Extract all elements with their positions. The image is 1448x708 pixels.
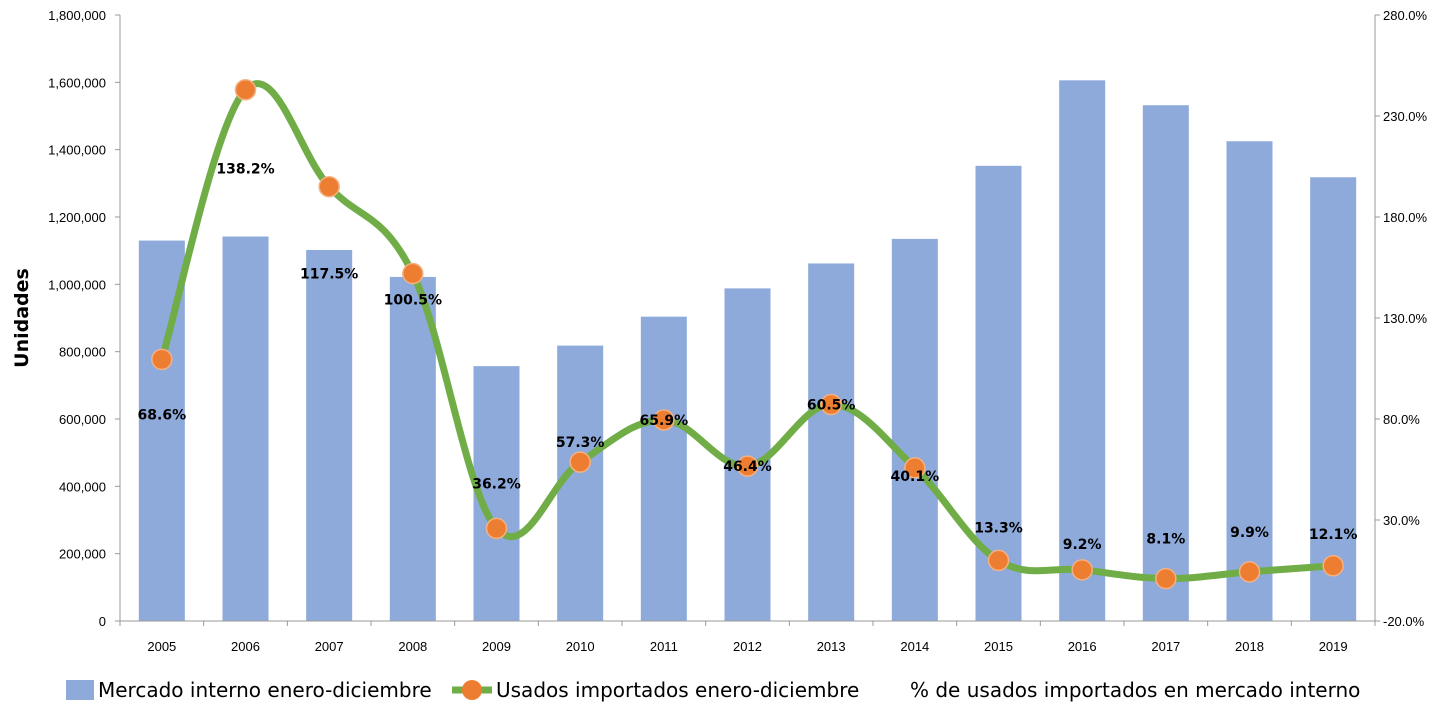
marker-2012 — [736, 455, 759, 477]
x-tick-label: 2015 — [984, 639, 1013, 654]
data-label-2008: 100.5% — [384, 293, 442, 309]
data-label-2006: 138.2% — [216, 162, 274, 178]
legend-swatch-marker — [462, 680, 482, 700]
data-label-2005: 68.6% — [138, 407, 187, 423]
marker-2010 — [569, 451, 591, 473]
data-label-2014: 40.1% — [891, 469, 940, 485]
bar-2011 — [640, 316, 687, 621]
y-axis-title: Unidades — [11, 268, 33, 368]
data-label-2017: 8.1% — [1146, 532, 1185, 548]
bar-2013 — [808, 263, 855, 621]
data-label-2018: 9.9% — [1230, 525, 1269, 541]
marker-2008 — [402, 262, 424, 285]
y-tick-label: 200,000 — [59, 547, 106, 562]
y-tick-label: 1,000,000 — [48, 277, 106, 292]
x-tick-label: 2019 — [1319, 639, 1348, 654]
marker-2007 — [318, 175, 340, 198]
marker-2016 — [1071, 559, 1093, 581]
marker-2014 — [904, 457, 926, 479]
bar-2017 — [1142, 105, 1189, 621]
x-tick-label: 2006 — [231, 639, 260, 654]
bar-2007 — [306, 249, 353, 621]
bar-2012 — [724, 288, 771, 621]
x-tick-label: 2010 — [566, 639, 595, 654]
marker-2009 — [485, 517, 508, 540]
bar-2014 — [891, 238, 938, 621]
y2-tick-label: -20.0% — [1383, 614, 1425, 629]
bar-2018 — [1226, 141, 1273, 621]
bar-2008 — [389, 276, 436, 621]
marker-2005 — [151, 348, 173, 371]
legend: Mercado interno enero-diciembre Usados im… — [66, 678, 1360, 702]
y2-tick-label: 80.0% — [1383, 412, 1420, 427]
data-label-2010: 57.3% — [556, 435, 605, 451]
y-tick-label: 1,600,000 — [48, 75, 106, 90]
x-tick-label: 2009 — [482, 639, 511, 654]
marker-2019 — [1322, 555, 1344, 577]
data-labels: 68.6% 138.2% 117.5% 100.5% 36.2% 57.3% 65.9% 46… — [138, 162, 1358, 553]
y-tick-label: 400,000 — [59, 479, 106, 494]
y2-tick-label: 280.0% — [1383, 8, 1428, 23]
data-label-2015: 13.3% — [974, 520, 1023, 536]
y2-tick-label: 180.0% — [1383, 210, 1428, 225]
x-tick-label: 2017 — [1151, 639, 1180, 654]
marker-2018 — [1238, 561, 1261, 583]
data-label-2007: 117.5% — [300, 267, 358, 283]
x-tick-label: 2011 — [650, 639, 678, 654]
y-tick-label: 1,400,000 — [48, 143, 106, 158]
bar-2016 — [1059, 80, 1106, 621]
y-tick-label: 1,800,000 — [48, 8, 106, 23]
axes: 0 200,000 400,000 600,000 800,000 1,000,000 1,… — [11, 8, 1428, 654]
data-label-2013: 60.5% — [807, 398, 856, 414]
marker-2017 — [1155, 567, 1177, 590]
x-tick-label: 2012 — [733, 639, 762, 654]
legend-label-line: Usados importados enero-diciembre — [496, 678, 859, 702]
data-label-2012: 46.4% — [723, 459, 772, 475]
y-tick-label: 1,200,000 — [48, 210, 106, 225]
y2-tick-label: 130.0% — [1383, 311, 1428, 326]
x-tick-label: 2018 — [1235, 639, 1264, 654]
y-tick-label: 0 — [99, 614, 106, 629]
bar-2006 — [222, 236, 269, 621]
legend-label-pct: % de usados importados en mercado intern… — [910, 678, 1360, 702]
y2-tick-label: 30.0% — [1383, 513, 1420, 528]
bar-2010 — [557, 345, 604, 621]
x-tick-label: 2016 — [1068, 639, 1097, 654]
y2-tick-label: 230.0% — [1383, 109, 1428, 124]
data-label-2009: 36.2% — [472, 476, 521, 492]
data-label-2011: 65.9% — [640, 413, 689, 429]
legend-swatch-bar — [66, 680, 94, 700]
y-tick-label: 600,000 — [59, 412, 106, 427]
bar-2019 — [1310, 177, 1357, 622]
x-tick-label: 2005 — [147, 639, 176, 654]
x-tick-label: 2014 — [900, 639, 929, 654]
x-tick-label: 2008 — [398, 639, 427, 654]
marker-2006 — [234, 78, 257, 101]
x-tick-label: 2013 — [817, 639, 846, 654]
x-tick-label: 2007 — [315, 639, 344, 654]
y-tick-label: 800,000 — [59, 345, 106, 360]
legend-label-bar: Mercado interno enero-diciembre — [98, 678, 432, 702]
data-label-2016: 9.2% — [1063, 537, 1102, 553]
marker-2013 — [820, 393, 842, 416]
line-series — [151, 78, 1344, 590]
marker-2011 — [653, 409, 675, 431]
data-label-2019: 12.1% — [1309, 527, 1358, 543]
line-path — [158, 80, 1337, 583]
marker-2015 — [987, 549, 1010, 572]
